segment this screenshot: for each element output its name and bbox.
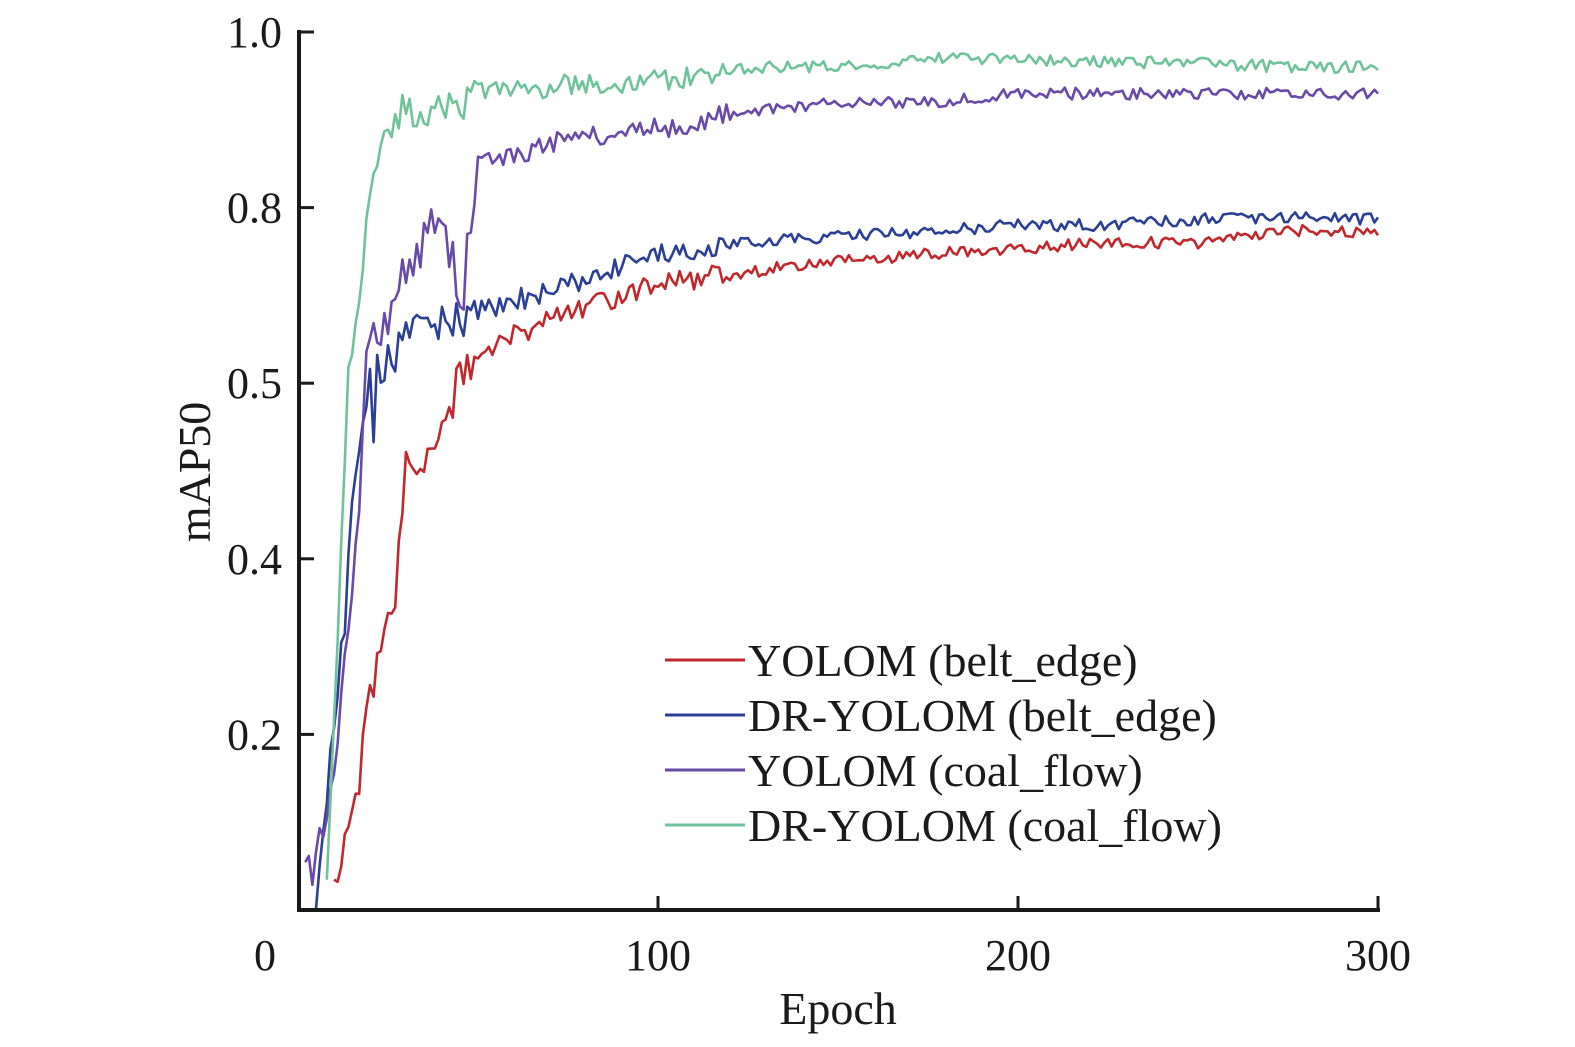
legend: YOLOM (belt_edge)DR-YOLOM (belt_edge)YOL… <box>665 635 1222 851</box>
legend-label: YOLOM (coal_flow) <box>748 745 1143 796</box>
y-tick-label: 0.5 <box>227 359 282 408</box>
axes <box>297 30 1380 912</box>
y-tick-label: 1.0 <box>227 8 282 57</box>
legend-label: DR-YOLOM (belt_edge) <box>748 690 1217 741</box>
series-line-4 <box>325 51 1379 880</box>
x-tick-label: 0 <box>254 931 276 980</box>
x-tick-label: 100 <box>625 931 691 980</box>
x-tick-label: 300 <box>1345 931 1411 980</box>
x-tick-label: 200 <box>985 931 1051 980</box>
y-tick-label: 0.8 <box>227 184 282 233</box>
plot-area <box>304 51 1380 910</box>
series-line-2 <box>314 211 1380 910</box>
ticks: 0.2 0.4 0.5 0.8 1.0 0 100 200 300 <box>227 8 1411 980</box>
y-tick-label: 0.2 <box>227 710 282 759</box>
series-line-1 <box>333 223 1380 884</box>
legend-label: DR-YOLOM (coal_flow) <box>748 800 1222 851</box>
y-tick-label: 0.4 <box>227 535 282 584</box>
x-axis-label: Epoch <box>779 983 897 1034</box>
legend-label: YOLOM (belt_edge) <box>748 635 1138 686</box>
y-axis-label: mAP50 <box>169 402 220 543</box>
series-line-3 <box>304 86 1379 887</box>
